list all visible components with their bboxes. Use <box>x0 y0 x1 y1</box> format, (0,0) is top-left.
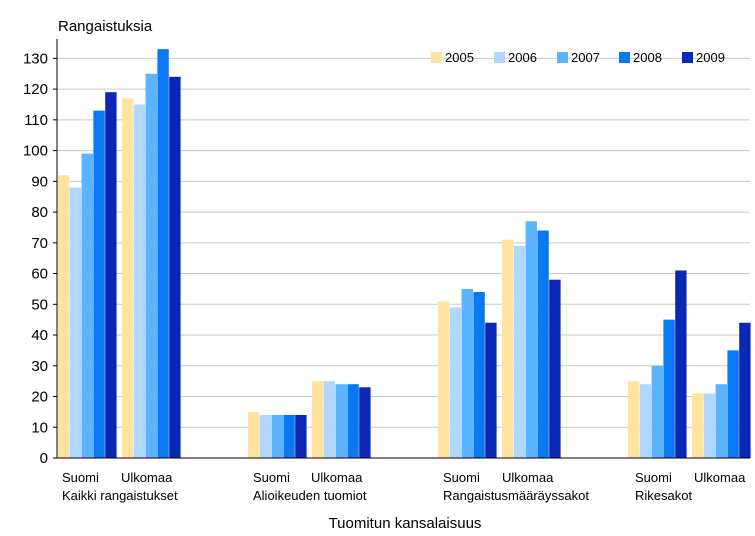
bar <box>295 414 307 458</box>
bar <box>69 187 82 458</box>
y-tick-label: 0 <box>40 450 48 467</box>
bar <box>525 221 537 458</box>
y-tick-label: 120 <box>23 81 48 98</box>
bar <box>133 104 146 459</box>
x-subcategory-label: Ulkomaa <box>502 470 554 485</box>
x-tick-labels: Suomi Ulkomaa Kaikki rangaistukset Suomi Ulk… <box>62 470 746 503</box>
y-tick-label: 60 <box>31 266 48 283</box>
bar <box>739 322 751 458</box>
bar <box>81 153 93 458</box>
bar <box>359 387 371 458</box>
legend-label: 2005 <box>445 50 474 65</box>
legend-label: 2008 <box>633 50 662 65</box>
bar <box>312 381 324 458</box>
bar <box>537 230 549 458</box>
bar <box>323 381 336 458</box>
x-subcategory-label: Suomi <box>635 470 672 485</box>
bar <box>502 239 514 458</box>
bar <box>58 175 70 458</box>
bar <box>715 384 727 458</box>
y-tick-label: 70 <box>31 235 48 252</box>
y-tick-label: 20 <box>31 389 48 406</box>
bar <box>335 384 347 458</box>
x-subcategory-label: Ulkomaa <box>694 470 746 485</box>
bars <box>58 49 751 459</box>
bar <box>727 350 739 458</box>
legend: 2005 2006 2007 2008 2009 <box>431 50 725 65</box>
x-group-label: Alioikeuden tuomiot <box>253 488 367 503</box>
bar <box>675 270 687 458</box>
y-tick-label: 100 <box>23 143 48 160</box>
y-tick-label: 10 <box>31 419 48 436</box>
bar <box>259 414 272 458</box>
x-group-label: Rikesakot <box>635 488 692 503</box>
bar <box>157 49 169 459</box>
x-group-label: Rangaistusmääräyssakot <box>443 488 589 503</box>
bar <box>473 292 485 458</box>
legend-swatch <box>431 52 442 63</box>
legend-swatch <box>619 52 630 63</box>
bar <box>639 384 652 458</box>
x-subcategory-label: Suomi <box>62 470 99 485</box>
legend-label: 2006 <box>508 50 537 65</box>
y-tick-label: 130 <box>23 50 48 67</box>
bar <box>628 381 640 458</box>
axes <box>56 39 750 459</box>
legend-swatch <box>494 52 505 63</box>
legend-swatch <box>682 52 693 63</box>
x-subcategory-label: Ulkomaa <box>311 470 363 485</box>
bar <box>692 393 704 458</box>
bar <box>663 319 675 458</box>
x-subcategory-label: Ulkomaa <box>121 470 173 485</box>
x-axis-title: Tuomitun kansalaisuus <box>329 515 482 532</box>
y-tick-label: 40 <box>31 327 48 344</box>
bar <box>651 365 663 458</box>
y-tick-label: 90 <box>31 173 48 190</box>
x-subcategory-label: Suomi <box>253 470 290 485</box>
bar <box>248 411 260 458</box>
bar <box>438 301 450 458</box>
legend-label: 2009 <box>696 50 725 65</box>
bar <box>93 110 105 458</box>
bar <box>461 288 473 458</box>
legend-swatch <box>557 52 568 63</box>
bar <box>271 414 283 458</box>
y-tick-label: 110 <box>24 112 48 129</box>
y-tick-label: 50 <box>31 296 48 313</box>
bar <box>347 384 359 458</box>
x-group-label: Kaikki rangaistukset <box>62 488 178 503</box>
bar <box>485 322 497 458</box>
bar <box>169 76 181 458</box>
y-axis-title: Rangaistuksia <box>58 18 153 35</box>
legend-label: 2007 <box>571 50 600 65</box>
bar <box>122 98 134 458</box>
x-subcategory-label: Suomi <box>443 470 480 485</box>
bar <box>549 279 561 458</box>
y-tick-labels: 0 10 20 30 40 50 60 70 80 90 100 110 120 130 <box>23 50 48 467</box>
bar <box>145 73 157 459</box>
y-tick-label: 80 <box>31 204 48 221</box>
bar <box>703 393 716 458</box>
bar <box>283 414 295 458</box>
bar <box>449 307 462 458</box>
bar <box>105 92 117 459</box>
bar <box>513 245 526 458</box>
y-tick-label: 30 <box>31 358 48 375</box>
